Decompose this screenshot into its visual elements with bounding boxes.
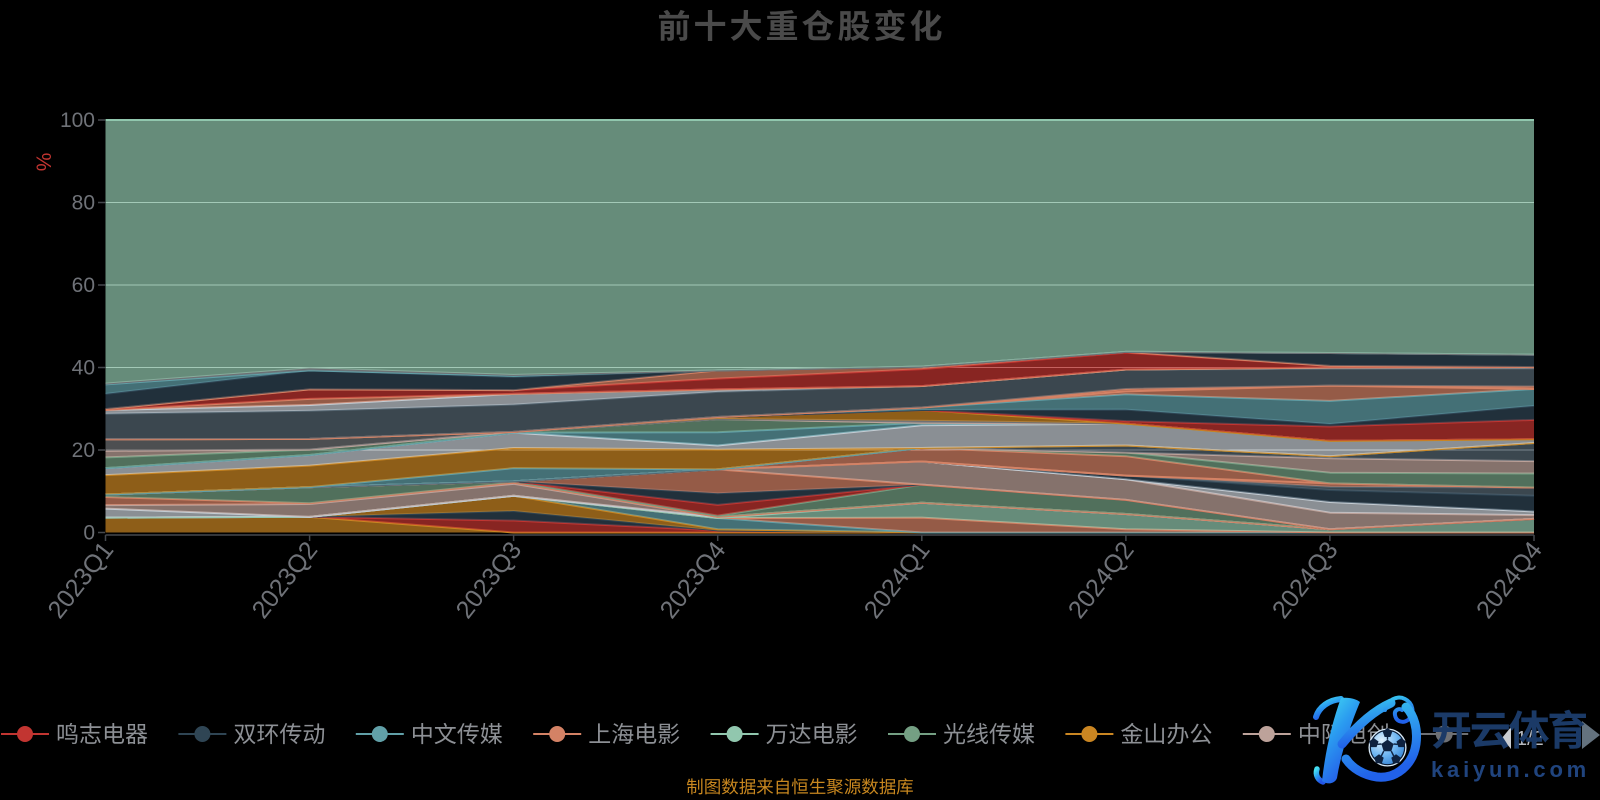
svg-text:20: 20 bbox=[72, 439, 95, 462]
svg-text:%: % bbox=[32, 153, 55, 172]
svg-text:100: 100 bbox=[60, 109, 95, 132]
svg-text:80: 80 bbox=[72, 192, 95, 215]
svg-text:0: 0 bbox=[83, 522, 95, 545]
svg-text:40: 40 bbox=[72, 357, 95, 380]
svg-text:60: 60 bbox=[72, 274, 95, 297]
svg-text:kaiyun.com: kaiyun.com bbox=[1431, 757, 1590, 782]
